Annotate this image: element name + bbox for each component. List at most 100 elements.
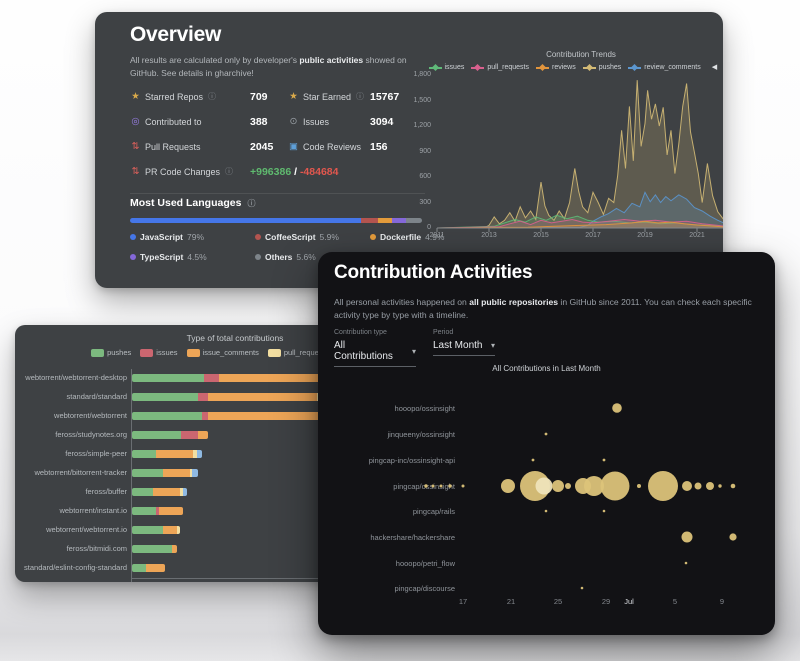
bubble-row-label-hooopo-ossinsight: hooopo/ossinsight [394,404,455,413]
stat-value-starred-repos: 709 [250,90,268,103]
legend-label: review_comments [644,64,701,71]
stat-value-code-reviews: 156 [370,140,388,153]
bar-segment-issue-comments [152,488,180,496]
language-legend-others: Others 5.6% [255,252,370,262]
bubble-jinqueeny-ossinsight [544,432,548,436]
trends-legend-pull-requests[interactable]: pull_requests [471,64,529,71]
contribution-trends-chart: Contribution Trends issues pull_requests r… [395,50,723,260]
bar-segment-reviews [182,488,188,496]
bar-segment-pushes [132,431,181,439]
trends-x-label: 2013 [481,232,497,239]
bubble-pingcap-rails [544,509,548,513]
bar-segment-issue-comments [163,526,178,534]
stat-label-text: Pull Requests [145,141,201,152]
info-icon[interactable]: ⓘ [247,198,256,208]
bubble-chart-title: All Contributions in Last Month [492,364,601,373]
language-legend-typescript: TypeScript 4.5% [130,252,255,262]
bubble-pingcap-ossinsight [682,481,692,491]
language-name: CoffeeScript [265,232,316,242]
bubble-row-label-hooopo-petri-flow: hooopo/petri_flow [395,559,455,568]
bubble-plot [424,403,737,590]
bar-segment-pushes [132,412,202,420]
bar-chart-y-axis [131,369,132,579]
period-value[interactable]: Last Month [433,340,495,356]
bar-row-feross-bitmidi-com [132,545,178,553]
trends-legend-pushes[interactable]: pushes [582,64,621,71]
bubble-pingcap-ossinsight [600,471,630,501]
bar-segment-issue-comments [208,412,320,420]
bubble-x-label-29: 29 [601,597,611,606]
bar-legend-pushes[interactable]: pushes [91,348,131,357]
bubble-pingcap-ossinsight [718,484,722,488]
trends-y-label: 1,200 [413,122,431,129]
language-pct: 4.9% [425,232,445,242]
trends-y-label: 900 [419,147,431,155]
language-segment-others [405,218,422,223]
bar-segment-pull-requests [193,450,197,458]
trends-x-label: 2015 [533,232,549,239]
bubble-pingcap-ossinsight [730,483,736,489]
language-name: Others [265,252,293,262]
trends-legend-review-comments[interactable]: review_comments [628,64,701,71]
bar-segment-pushes [132,488,153,496]
bar-segment-issue-comments [163,469,191,477]
legend-label: pushes [107,348,132,357]
info-icon[interactable]: ⓘ [208,92,217,101]
period-select: Period Last Month [433,329,495,367]
stat-label-text: Star Earned [303,91,352,102]
bubble-pingcap-ossinsight [565,483,571,489]
bar-row-feross-studynotes-org [132,431,209,439]
bubble-pingcap-ossinsight [535,477,553,495]
bar-segment-issue-comments [208,393,318,401]
bar-legend-issue-comments[interactable]: issue_comments [186,348,259,357]
bar-row-feross-simple-peer [132,450,202,458]
info-icon[interactable]: ⓘ [356,92,365,101]
contribution-type-value[interactable]: All Contributions [334,340,416,367]
trends-legend-issues[interactable]: issues [428,64,464,71]
trends-chart-title: Contribution Trends [546,50,616,59]
bar-segment-issues [204,374,220,382]
bar-row-label-feross-bitmidi-com: feross/bitmidi.com [66,544,127,553]
bubble-row-label-pingcap-discourse: pingcap/discourse [394,584,455,593]
stat-label-text: Issues [303,116,330,127]
bar-legend-pull-requests[interactable]: pull_requests [267,348,328,357]
bar-row-label-webtorrent-instant-io: webtorrent/instant.io [59,506,127,515]
stat-label-text: PR Code Changes [145,166,221,177]
bar-row-label-feross-studynotes-org: feross/studynotes.org [55,430,127,439]
bar-chart-x-axis [131,578,336,579]
trends-line-pushes [437,80,723,229]
bar-segment-reviews [192,469,198,477]
bubble-pingcap-inc-ossinsight-api [531,458,535,462]
bar-segment-issue-comments [159,507,183,515]
bar-segment-pushes [132,545,173,553]
activities-description-bold: all public repositories [469,297,559,307]
bubble-pingcap-ossinsight [431,484,435,488]
trends-area-review-comments [437,192,723,228]
trends-y-label: 1,800 [413,71,431,78]
language-segment-dockerfile [378,218,393,223]
legend-prev-arrow-icon[interactable]: ◀ [711,64,718,71]
stats-grid: ★ Starred Repos ⓘ 709 ★ Star Earned ⓘ 15767 ◎ Con… [130,84,490,184]
bar-legend-issues[interactable]: issues [140,348,178,357]
bar-row-label-standard-eslint-config-standard: standard/eslint-config-standard [24,563,127,572]
bubble-x-label-jul: Jul [624,597,634,606]
star-icon: ★ [289,90,298,102]
stat-value-star-earned: 15767 [370,90,400,103]
bar-segment-pushes [132,507,157,515]
language-pct: 5.6% [296,252,316,262]
language-segment-javascript [130,218,361,223]
bubble-pingcap-ossinsight [648,471,678,501]
bar-chart-title: Type of total contributions [186,333,284,343]
bar-segment-issue-comments [155,450,194,458]
bubble-row-label-pingcap-ossinsight: pingcap/ossinsight [393,482,455,491]
contribution-type-label: Contribution type [334,329,387,336]
bar-segment-issue-comments [197,431,209,439]
language-dot-icon [255,254,261,260]
contribution-activities-card: Contribution Activities All personal act… [318,252,775,635]
stat-label-text: Contributed to [145,116,202,127]
overview-title: Overview [130,23,221,46]
bubble-row-label-jinqueeny-ossinsight: jinqueeny/ossinsight [387,430,455,439]
trends-line-pull-requests [436,218,723,229]
info-icon[interactable]: ⓘ [225,167,234,176]
trends-legend-reviews[interactable]: reviews [535,64,576,71]
